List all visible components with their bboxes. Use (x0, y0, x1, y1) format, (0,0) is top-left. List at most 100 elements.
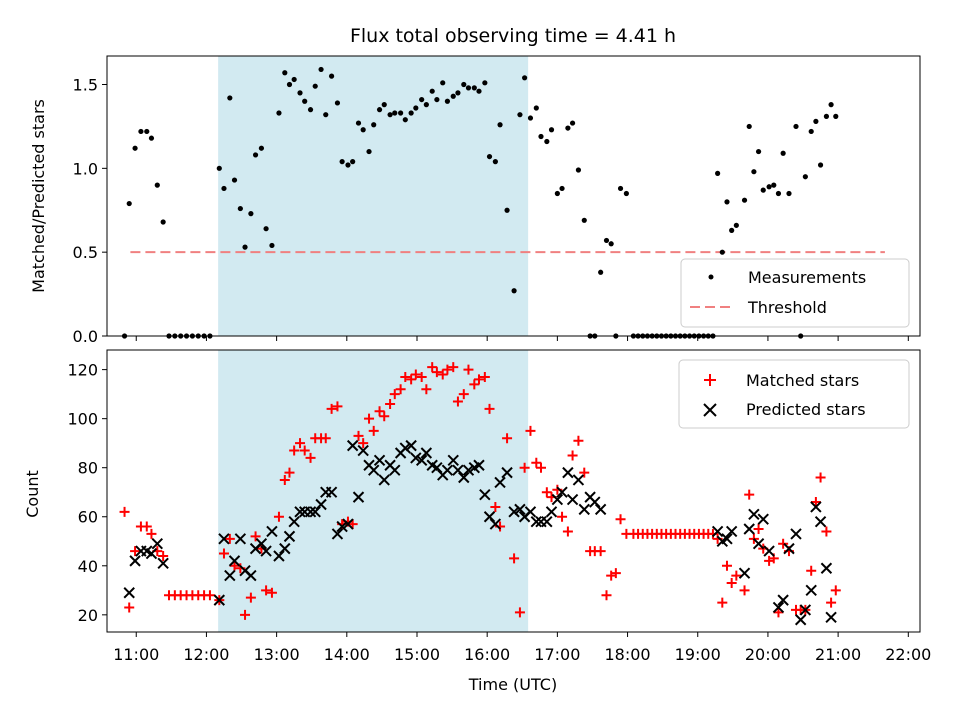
measurement-point (719, 249, 725, 255)
matched-star-point (395, 384, 406, 395)
measurement-point (227, 95, 233, 101)
measurement-point (248, 211, 254, 217)
matched-star-point (124, 602, 135, 613)
predicted-star-point (721, 533, 733, 545)
predicted-star-point (373, 454, 386, 467)
bottom-x-tick-label: 22:00 (885, 645, 931, 664)
bottom-axes-frame (106, 349, 921, 633)
predicted-star-point (566, 493, 579, 506)
measurement-point (755, 148, 762, 155)
bottom-x-tick-label: 17:00 (534, 645, 580, 664)
measurement-point (434, 96, 440, 103)
predicted-star-point (378, 474, 390, 486)
matched-star-point (299, 445, 310, 456)
measurement-point (334, 100, 341, 106)
predicted-star-point (777, 594, 789, 606)
measurement-point (408, 110, 414, 116)
matched-star-point (717, 597, 728, 608)
measurement-point (312, 83, 318, 89)
matched-star-point (273, 511, 284, 522)
measurement-point (766, 184, 772, 190)
matched-star-point (416, 371, 427, 382)
bottom-y-tick-label: 80 (78, 459, 98, 478)
matched-star-point (410, 369, 421, 380)
measurement-point (381, 102, 387, 108)
measurement-point (603, 237, 610, 244)
matched-star-point (484, 403, 495, 414)
measurement-point (492, 159, 498, 165)
predicted-star-point (794, 614, 807, 626)
measurement-point (581, 217, 587, 223)
predicted-star-point (483, 511, 496, 523)
measurement-point (617, 185, 624, 192)
measurement-point (126, 200, 132, 207)
bottom-x-tick-label: 13:00 (254, 645, 300, 664)
top-y-axis-ticks: 0.0 0.5 1.0 1.5 (73, 76, 107, 346)
predicted-star-point (743, 523, 755, 535)
measurement-point (729, 227, 735, 233)
predicted-star-point (304, 506, 317, 518)
bottom-y-tick-label: 100 (67, 410, 98, 429)
predicted-star-point (294, 506, 306, 518)
predicted-star-point (325, 486, 338, 498)
measurement-point (733, 222, 739, 228)
top-y-tick-label: 1.5 (73, 76, 98, 95)
matched-star-point (421, 384, 432, 395)
predicted-star-point (336, 520, 348, 533)
measurement-point (746, 123, 752, 130)
predicted-star-point (266, 525, 278, 538)
predicted-star-point (541, 515, 553, 528)
predicted-star-point (479, 488, 491, 501)
matched-star-point (463, 364, 474, 375)
matched-star-point (806, 565, 817, 576)
predicted-star-point (578, 503, 590, 516)
measurement-point (565, 125, 571, 131)
matched-star-point (601, 590, 612, 601)
measurement-point (724, 199, 730, 205)
predicted-star-point (447, 454, 459, 467)
matched-star-point (562, 526, 573, 537)
top-y-tick-label: 0.5 (73, 243, 98, 262)
matched-star-point (400, 371, 411, 382)
predicted-star-point (738, 567, 751, 579)
measurement-point (823, 113, 830, 119)
predicted-star-point (123, 587, 135, 599)
measurement-point (760, 187, 766, 193)
measurement-point (423, 102, 429, 108)
predicted-star-point (748, 508, 760, 521)
matched-star-point (437, 369, 448, 380)
observing-window-span-bottom (218, 350, 529, 632)
matched-star-point (514, 607, 525, 618)
bottom-y-axis-ticks: 20 40 60 80 100 120 (67, 361, 107, 625)
predicted-star-point (260, 545, 272, 557)
measurement-point (144, 128, 150, 135)
predicted-stars-points (123, 439, 837, 626)
predicted-star-point (213, 594, 226, 606)
measurement-point (775, 190, 782, 197)
matched-star-point (374, 406, 385, 417)
measurement-point (355, 120, 362, 126)
bottom-x-tick-label: 18:00 (604, 645, 650, 664)
measurement-point (263, 226, 269, 232)
matched-star-point (531, 457, 542, 468)
predicted-star-point (431, 461, 443, 474)
predicted-star-point (228, 555, 241, 567)
measurement-point (482, 80, 488, 86)
matched-star-point (406, 374, 417, 385)
matched-star-point (448, 362, 459, 373)
predicted-star-point (514, 503, 526, 516)
predicted-star-point (234, 533, 247, 545)
matched-star-point (320, 433, 331, 444)
matched-star-point (364, 413, 375, 424)
measurement-point (455, 90, 461, 96)
predicted-star-point (508, 506, 520, 518)
top-y-axis-label: Matched/Predicted stars (29, 99, 48, 293)
matched-star-point (525, 425, 536, 436)
measurement-point (771, 182, 777, 188)
matched-star-point (469, 379, 480, 390)
matched-star-point (567, 450, 578, 461)
measurement-point (450, 93, 456, 99)
ratio-panel: 0.0 0.5 1.0 1.5 Flux total observing time =… (29, 25, 921, 346)
measurement-point (461, 81, 467, 88)
